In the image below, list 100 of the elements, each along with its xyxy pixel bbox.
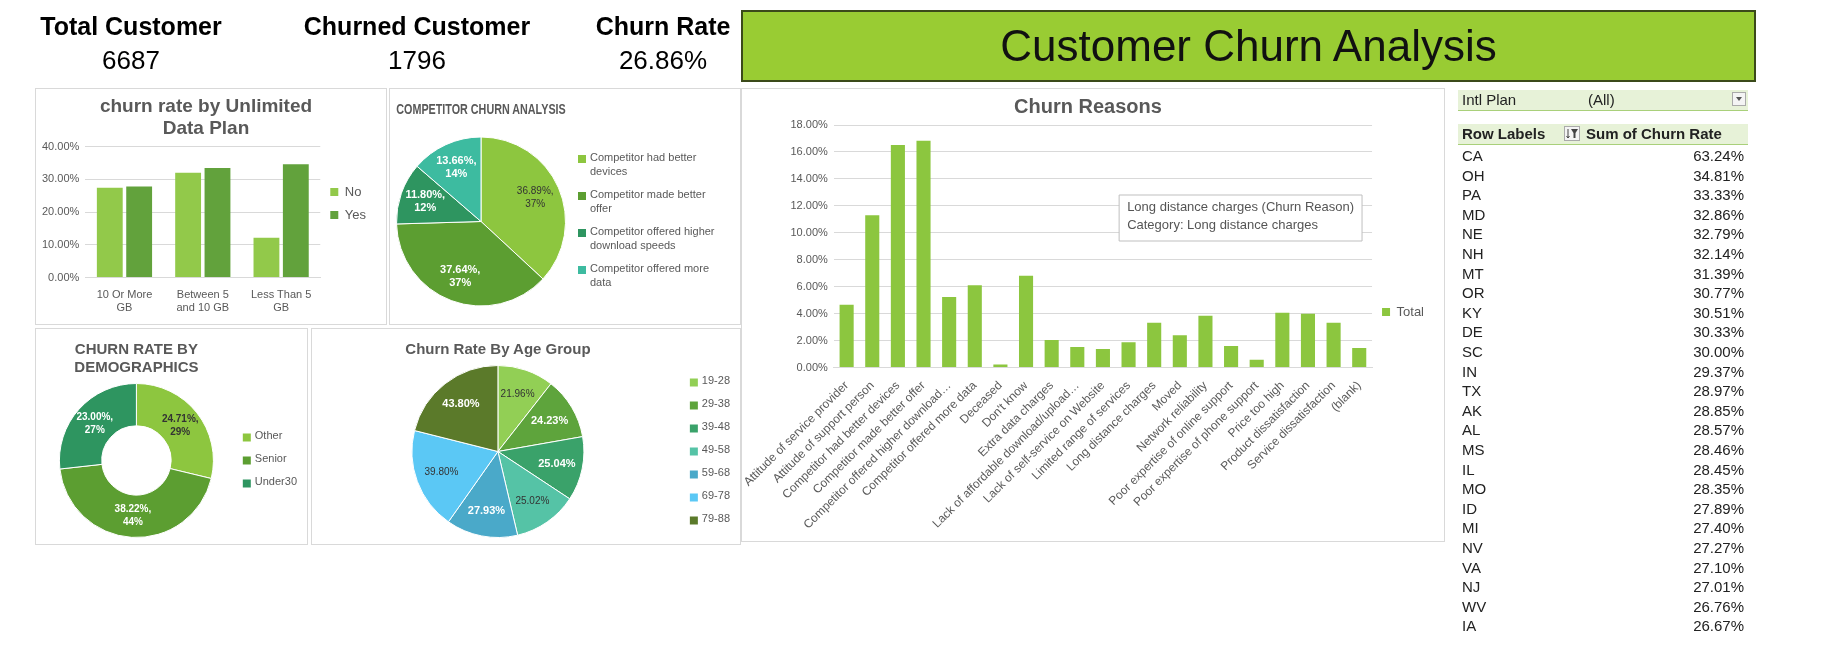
- chart-title: Churn Rate By Age Group: [405, 340, 591, 358]
- bar: [890, 144, 905, 368]
- y-tick-label: 0.00%: [796, 360, 829, 373]
- legend-label: 79-88: [701, 512, 731, 525]
- bar: [1095, 349, 1110, 368]
- y-tick-label: 10.00%: [790, 225, 829, 238]
- category-label: NV: [1462, 538, 1483, 557]
- category-label: NE: [1462, 224, 1483, 244]
- legend-label: 19-28: [701, 374, 731, 387]
- text: 26.86%: [617, 45, 709, 76]
- bar: [1172, 335, 1187, 368]
- text: 34.81%: [1693, 166, 1744, 184]
- bar: [282, 164, 309, 278]
- text: 26.67%: [1693, 617, 1744, 635]
- text: 28.97%: [1693, 382, 1744, 400]
- data-label: 23.00%, 27%: [76, 410, 114, 435]
- bar: [1300, 313, 1316, 368]
- bar: [916, 140, 931, 368]
- category-label: ID: [1462, 498, 1477, 518]
- category-label: TX: [1462, 381, 1482, 401]
- y-tick-label: 0.00%: [48, 270, 80, 283]
- category-label: MD: [1462, 204, 1486, 224]
- text: 27.27%: [1693, 539, 1744, 556]
- bar: [1147, 322, 1162, 368]
- chart-title: churn rate by Unlimited Data Plan: [99, 94, 313, 139]
- data-label: 37.64%, 37%: [440, 263, 481, 289]
- annotation: Long distance charges (Churn Reason): [1127, 199, 1355, 215]
- text: 29.37%: [1693, 362, 1744, 380]
- category-label: MS: [1462, 440, 1485, 459]
- text: Customer Churn Analysis: [741, 10, 1756, 82]
- bar: [1070, 346, 1085, 368]
- bar: [865, 215, 880, 368]
- text: 32.14%: [1693, 245, 1744, 262]
- category-label: MT: [1462, 263, 1484, 283]
- bar: [204, 167, 231, 278]
- bar: [1224, 346, 1239, 368]
- category-label: IN: [1462, 361, 1477, 381]
- category-label: VA: [1462, 557, 1481, 577]
- text: 1796: [387, 45, 447, 76]
- category-label: OR: [1462, 283, 1485, 303]
- text: 63.24%: [1693, 147, 1744, 164]
- text: 30.77%: [1693, 284, 1744, 302]
- category-label: PA: [1462, 185, 1481, 205]
- text: Churn Rate: [595, 12, 731, 40]
- bar: [1198, 315, 1213, 368]
- bar: [839, 304, 854, 368]
- text: 32.79%: [1693, 225, 1744, 243]
- category-label: KY: [1462, 302, 1483, 322]
- data-label: 24.23%: [530, 413, 569, 426]
- text: 27.40%: [1693, 519, 1744, 537]
- annotation: Category: Long distance charges: [1127, 217, 1319, 233]
- y-tick-label: 4.00%: [796, 306, 829, 319]
- legend-label: Under30: [254, 475, 298, 488]
- bar: [1018, 275, 1034, 368]
- chart-title: Churn Reasons: [1014, 94, 1162, 117]
- text: 27.01%: [1693, 578, 1744, 596]
- text: 27.89%: [1693, 499, 1744, 517]
- y-tick-label: 6.00%: [796, 279, 829, 292]
- text: Churned Customer: [302, 12, 532, 41]
- bar: [993, 364, 1008, 368]
- legend-label: 39-48: [701, 420, 731, 433]
- legend-label: 59-68: [701, 466, 731, 479]
- y-tick-label: 40.00%: [42, 139, 80, 152]
- category-label: IL: [1462, 459, 1475, 479]
- category-label: SC: [1462, 342, 1483, 361]
- legend-label: No: [344, 183, 362, 199]
- legend-label: Competitor had better devices: [590, 150, 697, 177]
- data-label: 27.93%: [467, 503, 506, 516]
- x-tick-label: 10 Or More GB: [96, 288, 153, 314]
- text: (All): [1588, 90, 1615, 110]
- data-label: 13.66%, 14%: [436, 154, 477, 180]
- text: 6687: [101, 45, 161, 76]
- y-tick-label: 14.00%: [790, 171, 829, 184]
- text: 30.33%: [1693, 323, 1744, 341]
- text: 26.76%: [1693, 597, 1744, 615]
- x-tick-label: Between 5 and 10 GB: [176, 288, 230, 314]
- legend-label: 69-78: [701, 489, 731, 502]
- text: 30.51%: [1693, 303, 1744, 321]
- text: 33.33%: [1693, 186, 1744, 204]
- category-label: NH: [1462, 244, 1484, 263]
- legend-label: Senior: [254, 452, 287, 465]
- legend-label: Other: [254, 429, 283, 442]
- legend-label: Yes: [344, 206, 367, 222]
- bar: [1326, 322, 1341, 368]
- y-tick-label: 16.00%: [790, 144, 829, 157]
- bar: [1275, 312, 1290, 368]
- y-tick-label: 10.00%: [42, 237, 80, 250]
- text: 28.45%: [1693, 460, 1744, 478]
- y-tick-label: 18.00%: [790, 118, 829, 131]
- bar: [967, 285, 982, 368]
- data-label: 39.80%: [424, 466, 459, 478]
- y-tick-label: 12.00%: [790, 198, 829, 211]
- data-label: 25.04%: [538, 456, 576, 469]
- bar: [96, 187, 123, 278]
- category-label: IA: [1462, 616, 1477, 636]
- text: 27.10%: [1693, 558, 1744, 576]
- text: 28.57%: [1693, 421, 1744, 439]
- text: Intl Plan: [1462, 90, 1517, 110]
- y-tick-label: 8.00%: [796, 252, 829, 265]
- legend-label: Competitor offered higher download speeds: [590, 224, 715, 251]
